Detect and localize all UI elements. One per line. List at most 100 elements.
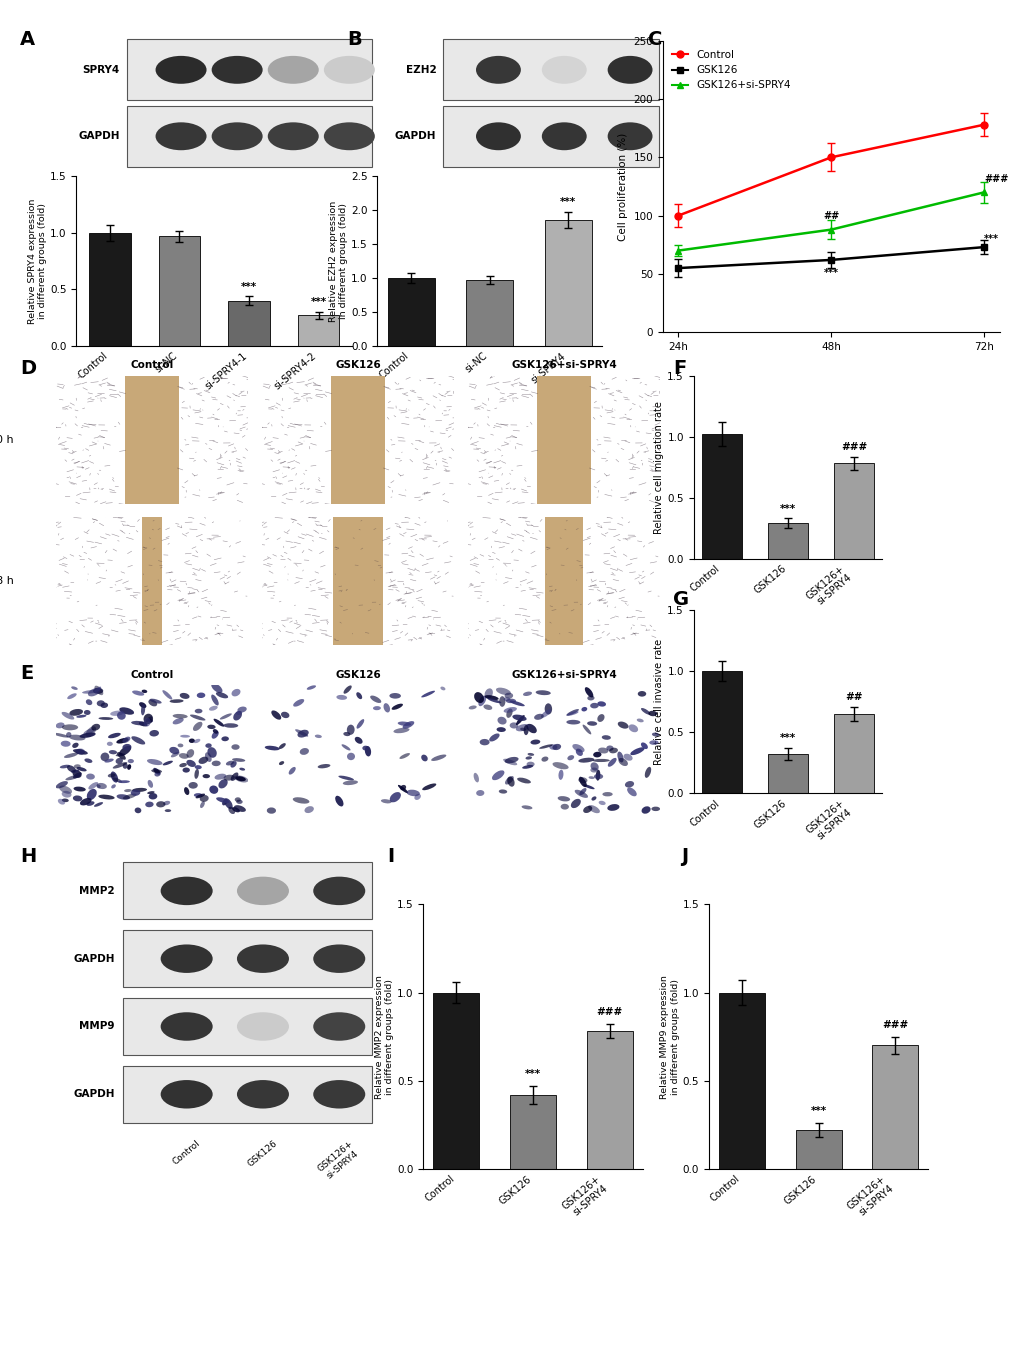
Ellipse shape <box>578 758 594 762</box>
Ellipse shape <box>156 56 206 84</box>
Ellipse shape <box>335 796 343 807</box>
Ellipse shape <box>628 724 638 732</box>
Ellipse shape <box>203 774 210 778</box>
Ellipse shape <box>109 750 117 754</box>
Ellipse shape <box>602 792 612 796</box>
Ellipse shape <box>122 793 137 799</box>
Ellipse shape <box>558 770 562 780</box>
Ellipse shape <box>579 777 586 788</box>
Text: ##: ## <box>845 692 862 702</box>
Ellipse shape <box>56 781 68 788</box>
Ellipse shape <box>87 789 97 800</box>
Y-axis label: Relative cell invasive rate: Relative cell invasive rate <box>654 639 663 765</box>
Ellipse shape <box>541 56 586 84</box>
Ellipse shape <box>391 704 403 709</box>
Ellipse shape <box>495 687 511 696</box>
Ellipse shape <box>111 784 116 788</box>
Ellipse shape <box>649 740 658 744</box>
Ellipse shape <box>403 721 414 728</box>
Ellipse shape <box>131 736 145 744</box>
Ellipse shape <box>579 788 586 795</box>
Ellipse shape <box>597 715 604 721</box>
Ellipse shape <box>504 693 513 698</box>
Ellipse shape <box>79 797 92 805</box>
Ellipse shape <box>216 692 228 698</box>
Ellipse shape <box>526 724 536 734</box>
Ellipse shape <box>476 122 521 151</box>
Ellipse shape <box>86 727 96 738</box>
Ellipse shape <box>625 781 634 788</box>
Text: ***: *** <box>780 503 795 514</box>
Bar <box>537 376 590 504</box>
Ellipse shape <box>213 730 218 734</box>
Ellipse shape <box>640 708 650 715</box>
Ellipse shape <box>119 708 133 715</box>
Ellipse shape <box>110 711 124 716</box>
Bar <box>331 376 384 504</box>
Ellipse shape <box>223 774 234 781</box>
Ellipse shape <box>539 744 552 749</box>
Bar <box>125 376 178 504</box>
Text: I: I <box>387 848 394 866</box>
Ellipse shape <box>370 696 381 702</box>
Ellipse shape <box>58 799 65 804</box>
Ellipse shape <box>271 711 281 720</box>
Ellipse shape <box>505 698 516 704</box>
Ellipse shape <box>164 810 171 812</box>
Text: GSK126+si-SPRY4: GSK126+si-SPRY4 <box>511 670 616 679</box>
Ellipse shape <box>139 721 148 727</box>
Text: Control: Control <box>130 670 173 679</box>
Text: GSK126: GSK126 <box>335 670 380 679</box>
Ellipse shape <box>560 804 569 810</box>
Ellipse shape <box>86 773 95 780</box>
Ellipse shape <box>552 762 568 769</box>
Bar <box>586 1032 632 1169</box>
Ellipse shape <box>193 721 202 731</box>
Ellipse shape <box>651 732 658 736</box>
Ellipse shape <box>588 805 599 814</box>
FancyBboxPatch shape <box>127 106 372 167</box>
Ellipse shape <box>268 56 319 84</box>
Ellipse shape <box>491 770 504 780</box>
Text: GSK126+
si-SPRY4: GSK126+ si-SPRY4 <box>316 1139 362 1181</box>
Ellipse shape <box>72 743 78 749</box>
Ellipse shape <box>156 122 206 151</box>
Ellipse shape <box>231 689 240 697</box>
Ellipse shape <box>161 1012 212 1041</box>
Ellipse shape <box>115 758 123 763</box>
Ellipse shape <box>313 1012 365 1041</box>
Ellipse shape <box>342 780 358 785</box>
Ellipse shape <box>147 759 162 765</box>
Ellipse shape <box>523 692 532 696</box>
Ellipse shape <box>139 702 147 708</box>
Bar <box>834 464 873 559</box>
Bar <box>89 233 130 346</box>
Ellipse shape <box>98 795 114 800</box>
Text: ***: *** <box>310 297 326 308</box>
Ellipse shape <box>66 732 71 738</box>
FancyBboxPatch shape <box>442 39 658 100</box>
Ellipse shape <box>212 122 263 151</box>
Ellipse shape <box>592 759 609 762</box>
Ellipse shape <box>516 715 524 725</box>
Ellipse shape <box>197 693 205 698</box>
Ellipse shape <box>523 725 528 735</box>
Ellipse shape <box>389 792 400 803</box>
Text: ###: ### <box>596 1008 623 1017</box>
Text: ***: *** <box>559 197 576 206</box>
Bar <box>143 517 161 645</box>
Ellipse shape <box>502 759 517 765</box>
Text: C: C <box>647 30 661 49</box>
Ellipse shape <box>566 720 580 724</box>
FancyBboxPatch shape <box>122 1066 372 1123</box>
Ellipse shape <box>60 765 70 769</box>
Ellipse shape <box>346 724 355 735</box>
Ellipse shape <box>127 759 133 763</box>
Ellipse shape <box>571 799 580 808</box>
Ellipse shape <box>583 805 592 814</box>
Ellipse shape <box>357 719 364 728</box>
Ellipse shape <box>190 715 205 720</box>
Ellipse shape <box>407 789 420 796</box>
Ellipse shape <box>233 711 242 720</box>
Ellipse shape <box>504 776 514 785</box>
